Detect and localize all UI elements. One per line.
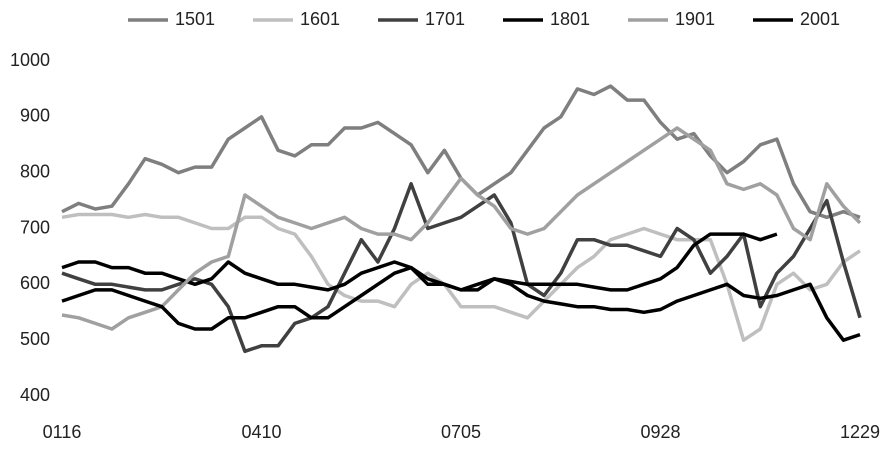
- series-line: [61, 84, 861, 220]
- legend-label: 1801: [550, 9, 590, 29]
- legend-label: 1901: [675, 9, 715, 29]
- x-tick-label: 0705: [441, 422, 481, 442]
- y-tick-label: 500: [20, 329, 50, 349]
- legend-label: 1601: [300, 9, 340, 29]
- y-tick-label: 800: [20, 161, 50, 181]
- y-tick-label: 400: [20, 385, 50, 405]
- series-line: [61, 232, 778, 331]
- legend-label: 2001: [800, 9, 840, 29]
- x-tick-label: 0410: [241, 422, 281, 442]
- y-tick-label: 600: [20, 273, 50, 293]
- series-line: [61, 182, 862, 354]
- legend-label: 1501: [175, 9, 215, 29]
- x-tick-label: 1229: [840, 422, 880, 442]
- series-line: [61, 126, 862, 331]
- y-tick-label: 1000: [10, 50, 50, 70]
- x-tick-label: 0928: [640, 422, 680, 442]
- legend-label: 1701: [425, 9, 465, 29]
- x-tick-label: 0116: [43, 422, 82, 442]
- y-tick-label: 700: [20, 217, 50, 237]
- y-tick-label: 900: [20, 106, 50, 126]
